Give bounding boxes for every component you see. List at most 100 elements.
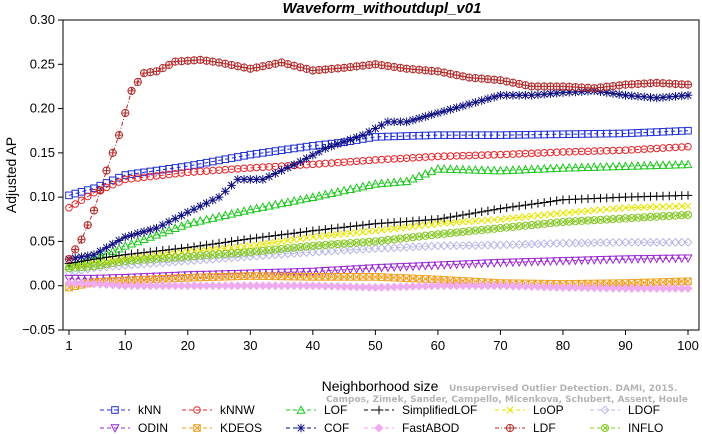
data-point-cof [233,175,243,184]
data-point-kdeos [252,272,261,280]
data-point-inflo [221,249,230,258]
data-point-ldf [64,255,74,264]
data-point-kdeos [365,273,373,281]
data-point-kdeos [309,273,317,281]
data-point-inflo [591,217,598,224]
data-point-ldf [377,61,386,70]
data-point-inflo [147,256,154,262]
data-point-fastabod [214,281,224,291]
data-point-inflo [322,242,329,248]
data-point-ldf [503,78,510,85]
data-point-ldf [397,64,404,72]
data-point-cof [502,90,511,100]
legend-marker-ldof [600,405,610,415]
data-point-ldf [446,69,455,78]
data-point-ldof [327,246,337,256]
data-point-inflo [628,215,635,221]
data-point-odin [583,256,593,266]
data-point-ldf [128,87,135,95]
data-point-kdeos [396,274,405,282]
data-point-loop [640,203,648,211]
data-point-fastabod [683,283,693,293]
data-point-ldf [683,80,693,89]
data-point-inflo [109,260,116,266]
legend-marker-inflo [600,423,610,433]
data-point-inflo [677,211,686,220]
legend-item-simplifiedlof: SimplifiedLOF [364,403,477,417]
data-point-ldf [289,61,299,70]
data-point-simplifiedlof [464,209,474,219]
data-point-kdeos [459,277,467,285]
data-point-cof [227,181,236,190]
data-point-cof [571,87,580,97]
data-point-lof [570,162,581,172]
data-point-odin [64,274,74,284]
data-point-odin [76,274,87,284]
data-point-odin [608,255,618,265]
data-point-lof [339,185,349,195]
data-point-inflo [272,246,279,253]
data-point-ldof [402,242,412,252]
data-point-ldf [615,82,623,89]
data-point-loop [240,242,248,251]
data-point-loop [271,238,279,246]
data-point-cof [214,192,224,202]
data-point-cof [208,195,218,205]
y-tick-label: 0.25 [30,56,55,71]
data-point-ldof [264,250,274,260]
data-point-fastabod [464,281,474,291]
data-point-fastabod [377,282,387,292]
data-point-inflo [253,248,260,255]
data-point-ldof [458,240,468,251]
data-point-ldf [140,69,148,77]
legend-marker-odin [110,424,120,433]
data-point-simplifiedlof [264,232,274,241]
data-point-lof [577,162,587,172]
legend-marker-ldf [506,424,514,432]
data-point-loop [621,204,630,212]
data-point-inflo [553,219,560,226]
data-point-cof [621,90,630,100]
data-point-fastabod [352,282,362,292]
data-point-lof [583,162,593,172]
data-point-ldf [139,69,149,78]
data-point-kdeos [390,274,398,282]
data-point-ldf [297,63,304,71]
data-point-ldof [352,245,362,255]
data-point-cof [477,96,486,105]
data-point-ldof [683,237,693,247]
data-point-cof [152,223,161,233]
data-point-odin [533,257,543,267]
data-point-fastabod [270,281,280,291]
data-point-odin [333,266,343,275]
data-point-lof [189,217,199,227]
data-point-odin [470,259,481,269]
data-point-inflo [184,253,191,260]
data-point-ldf [284,60,292,68]
data-point-inflo [222,250,229,257]
data-point-lof [595,161,606,171]
data-point-kdeos [171,274,179,282]
data-point-inflo [340,239,349,248]
data-point-lof [402,176,412,185]
data-point-loop [384,225,392,234]
data-point-loop [471,217,480,225]
data-point-fastabod [208,281,218,291]
data-point-cof [489,92,499,102]
data-point-lof [120,240,130,250]
data-point-inflo [102,260,111,269]
data-point-loop [559,209,567,217]
data-point-cof [258,175,268,184]
data-point-odin [320,267,330,276]
data-point-cof [120,232,130,242]
data-point-ldof [664,237,674,247]
data-point-ldof [270,250,280,260]
data-point-odin [514,258,524,268]
data-point-inflo [83,262,92,271]
data-point-ldf [239,63,249,72]
data-point-ldf [78,236,85,243]
data-point-inflo [428,232,435,238]
data-point-inflo [78,264,85,270]
data-point-fastabod [408,281,418,291]
data-point-kdeos [596,279,605,288]
